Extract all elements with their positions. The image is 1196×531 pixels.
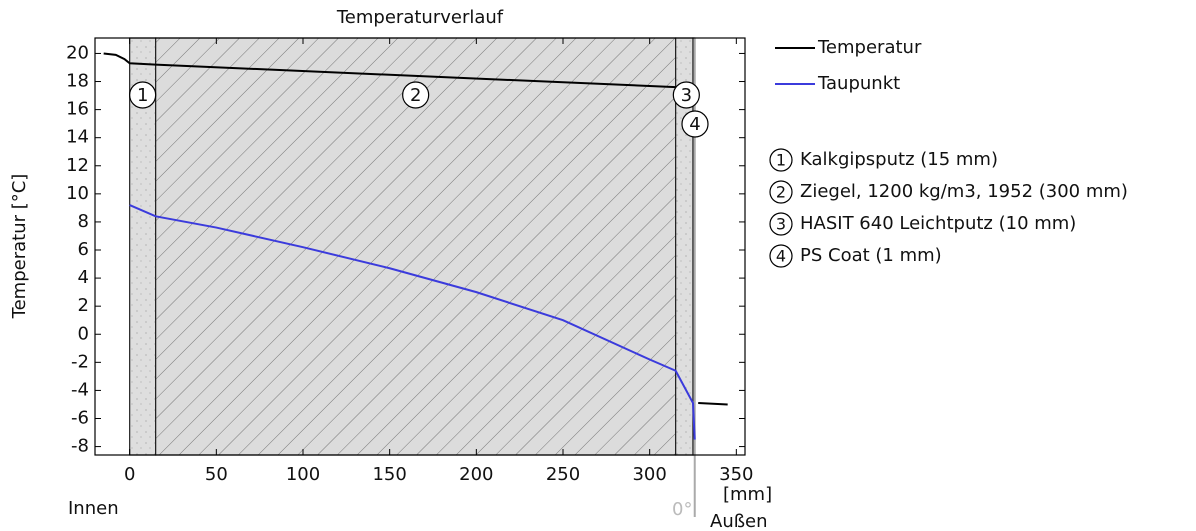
layer-marker-label: 1 bbox=[137, 85, 148, 106]
legend-marker-label: 1 bbox=[776, 151, 786, 170]
y-tick-label: 0 bbox=[78, 323, 89, 344]
x-tick-label: 250 bbox=[546, 464, 580, 485]
y-tick-label: 18 bbox=[66, 71, 89, 92]
layer-marker-label: 3 bbox=[681, 85, 692, 106]
layer-marker bbox=[402, 81, 430, 109]
x-tick-label: 50 bbox=[205, 464, 228, 485]
y-tick-label: 14 bbox=[66, 127, 89, 148]
legend-layer: HASIT 640 Leichtputz (10 mm) bbox=[800, 213, 1076, 234]
x-tick-label: 350 bbox=[719, 464, 753, 485]
legend-layer: Kalkgipsputz (15 mm) bbox=[800, 149, 998, 170]
legend-layer: Ziegel, 1200 kg/m3, 1952 (300 mm) bbox=[800, 181, 1128, 202]
legend-marker bbox=[769, 212, 793, 236]
x-tick-label: 150 bbox=[372, 464, 406, 485]
y-tick-label: -8 bbox=[71, 436, 89, 457]
x-tick-label: 100 bbox=[286, 464, 320, 485]
legend-marker bbox=[769, 180, 793, 204]
legend-label: Temperatur bbox=[817, 37, 922, 58]
layer-marker-label: 2 bbox=[410, 85, 421, 106]
x-axis-label: [mm] bbox=[723, 484, 772, 505]
legend-layer: PS Coat (1 mm) bbox=[800, 245, 942, 266]
y-axis-label: Temperatur [°C] bbox=[9, 174, 30, 320]
y-tick-label: 2 bbox=[78, 295, 89, 316]
y-tick-label: 8 bbox=[78, 211, 89, 232]
plot-frame bbox=[94, 37, 746, 456]
legend-marker-label: 2 bbox=[776, 183, 786, 202]
y-tick-label: -2 bbox=[71, 351, 89, 372]
annotation: 0° bbox=[672, 499, 692, 520]
y-tick-label: 20 bbox=[66, 42, 89, 63]
legend-marker bbox=[769, 244, 793, 268]
legend-label: Taupunkt bbox=[817, 73, 900, 94]
legend-marker-label: 3 bbox=[776, 215, 786, 234]
y-tick-label: 16 bbox=[66, 99, 89, 120]
y-tick-label: 6 bbox=[78, 239, 89, 260]
annotation: Außen bbox=[710, 511, 768, 531]
x-tick-label: 200 bbox=[459, 464, 493, 485]
x-tick-label: 300 bbox=[632, 464, 666, 485]
y-tick-label: 4 bbox=[78, 267, 89, 288]
layer-marker bbox=[129, 81, 157, 109]
layer-marker-label: 4 bbox=[689, 114, 700, 135]
layer-marker bbox=[681, 110, 709, 138]
x-tick-label: 0 bbox=[124, 464, 135, 485]
line bbox=[103, 52, 728, 406]
y-tick-label: 10 bbox=[66, 183, 89, 204]
line bbox=[129, 204, 696, 440]
y-tick-label: -6 bbox=[71, 407, 89, 428]
y-tick-label: 12 bbox=[66, 155, 89, 176]
layer-marker bbox=[672, 81, 700, 109]
y-tick-label: -4 bbox=[71, 379, 89, 400]
legend-marker bbox=[769, 148, 793, 172]
legend-marker-label: 4 bbox=[776, 247, 786, 266]
chart-title: Temperaturverlauf bbox=[336, 7, 504, 28]
annotation: Innen bbox=[68, 498, 119, 519]
